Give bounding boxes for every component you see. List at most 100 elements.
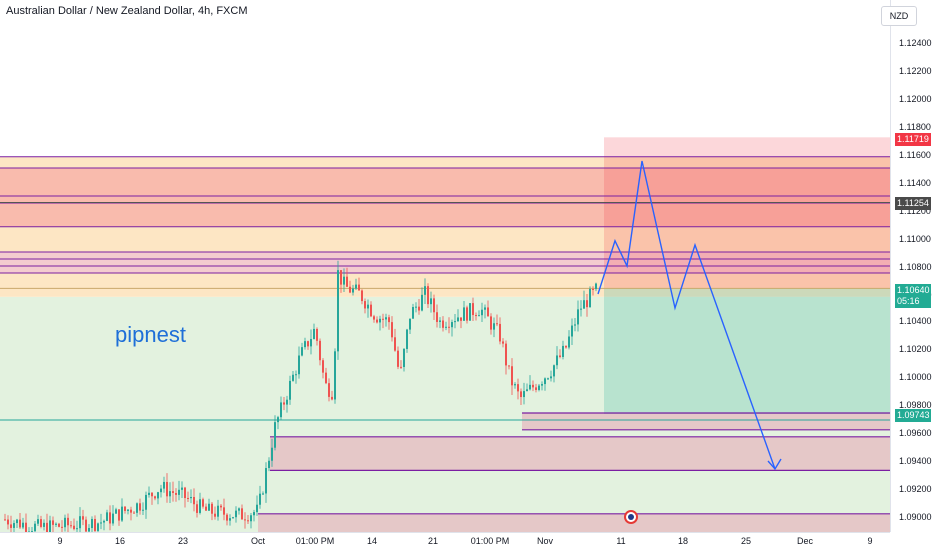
candle-body bbox=[463, 307, 465, 320]
time-tick: 16 bbox=[115, 536, 125, 546]
time-tick: 21 bbox=[428, 536, 438, 546]
symbol-title[interactable]: Australian Dollar / New Zealand Dollar, … bbox=[6, 5, 247, 17]
price-tick: 1.09400 bbox=[899, 456, 932, 466]
candle-body bbox=[490, 316, 492, 329]
candle-body bbox=[436, 312, 438, 322]
candle-body bbox=[106, 512, 108, 521]
candle-body bbox=[538, 386, 540, 390]
candle-body bbox=[37, 519, 39, 524]
candle-body bbox=[139, 503, 141, 510]
candle-body bbox=[13, 523, 15, 528]
candle-body bbox=[424, 286, 426, 295]
candle-body bbox=[481, 310, 483, 315]
candle-body bbox=[115, 509, 117, 513]
time-tick: Dec bbox=[797, 536, 813, 546]
candle-body bbox=[403, 349, 405, 367]
candle-body bbox=[40, 519, 42, 527]
candle-body bbox=[325, 373, 327, 384]
candle-body bbox=[172, 491, 174, 493]
target-price-badge: 1.09743 bbox=[895, 409, 931, 422]
last-price-badge: 1.10640 05:16 bbox=[895, 284, 931, 308]
chart-pane[interactable]: Australian Dollar / New Zealand Dollar, … bbox=[0, 0, 890, 532]
time-tick: 9 bbox=[57, 536, 62, 546]
candle-body bbox=[52, 520, 54, 524]
candle-body bbox=[385, 317, 387, 319]
candle-body bbox=[529, 385, 531, 389]
candle-body bbox=[55, 524, 57, 525]
candle-body bbox=[514, 384, 516, 385]
candle-body bbox=[187, 498, 189, 499]
candle-body bbox=[94, 519, 96, 531]
candle-body bbox=[502, 341, 504, 343]
candle-body bbox=[217, 506, 219, 517]
candle-body bbox=[367, 305, 369, 309]
candle-body bbox=[493, 323, 495, 329]
candle-body bbox=[235, 511, 237, 518]
stop-price-badge: 1.11719 bbox=[895, 133, 931, 146]
candle-body bbox=[484, 307, 486, 309]
candle-body bbox=[586, 300, 588, 307]
candle-body bbox=[181, 488, 183, 490]
price-tick: 1.12200 bbox=[899, 66, 932, 76]
candle-body bbox=[301, 347, 303, 355]
price-tick: 1.09600 bbox=[899, 428, 932, 438]
candle-body bbox=[520, 391, 522, 397]
candle-body bbox=[478, 315, 480, 316]
candle-body bbox=[295, 374, 297, 375]
candle-body bbox=[223, 507, 225, 514]
candle-body bbox=[157, 492, 159, 498]
price-tick: 1.12400 bbox=[899, 38, 932, 48]
candle-body bbox=[469, 303, 471, 321]
candle-body bbox=[322, 360, 324, 372]
candle-body bbox=[43, 523, 45, 527]
price-tick: 1.10000 bbox=[899, 372, 932, 382]
price-tick: 1.10200 bbox=[899, 344, 932, 354]
candle-body bbox=[343, 277, 345, 285]
candle-body bbox=[379, 319, 381, 323]
candle-body bbox=[544, 378, 546, 384]
candle-body bbox=[445, 327, 447, 328]
candle-body bbox=[148, 493, 150, 495]
candle-body bbox=[316, 329, 318, 341]
candle-body bbox=[433, 298, 435, 312]
candle-body bbox=[244, 519, 246, 520]
candle-body bbox=[151, 493, 153, 496]
candle-body bbox=[154, 496, 156, 498]
candle-body bbox=[532, 385, 534, 388]
candle-body bbox=[448, 327, 450, 328]
candle-body bbox=[454, 321, 456, 322]
candle-body bbox=[199, 499, 201, 513]
price-tick: 1.12000 bbox=[899, 94, 932, 104]
candle-body bbox=[22, 523, 24, 528]
candle-body bbox=[262, 493, 264, 494]
chart-canvas[interactable] bbox=[0, 0, 890, 532]
candle-body bbox=[70, 525, 72, 526]
candle-body bbox=[127, 510, 129, 511]
candle-body bbox=[91, 519, 93, 528]
candle-body bbox=[562, 346, 564, 357]
currency-label[interactable]: NZD bbox=[881, 6, 917, 26]
candle-body bbox=[496, 323, 498, 324]
candle-body bbox=[4, 519, 6, 520]
candle-body bbox=[451, 322, 453, 327]
lower-demand-box bbox=[270, 437, 890, 471]
candle-body bbox=[427, 286, 429, 304]
candle-body bbox=[220, 506, 222, 508]
candle-body bbox=[118, 509, 120, 520]
candle-body bbox=[175, 493, 177, 495]
candle-body bbox=[457, 317, 459, 321]
event-flag-inner bbox=[628, 514, 634, 520]
price-tick: 1.11600 bbox=[899, 150, 931, 160]
candle-body bbox=[505, 344, 507, 366]
candle-body bbox=[274, 422, 276, 448]
candle-body bbox=[232, 517, 234, 518]
candle-body bbox=[25, 523, 27, 532]
level-price-badge: 1.11254 bbox=[895, 197, 931, 210]
time-tick: 01:00 PM bbox=[296, 536, 335, 546]
candle-body bbox=[76, 528, 78, 529]
candle-body bbox=[517, 384, 519, 391]
last-price-value: 1.10640 bbox=[897, 285, 929, 296]
candle-body bbox=[298, 356, 300, 375]
